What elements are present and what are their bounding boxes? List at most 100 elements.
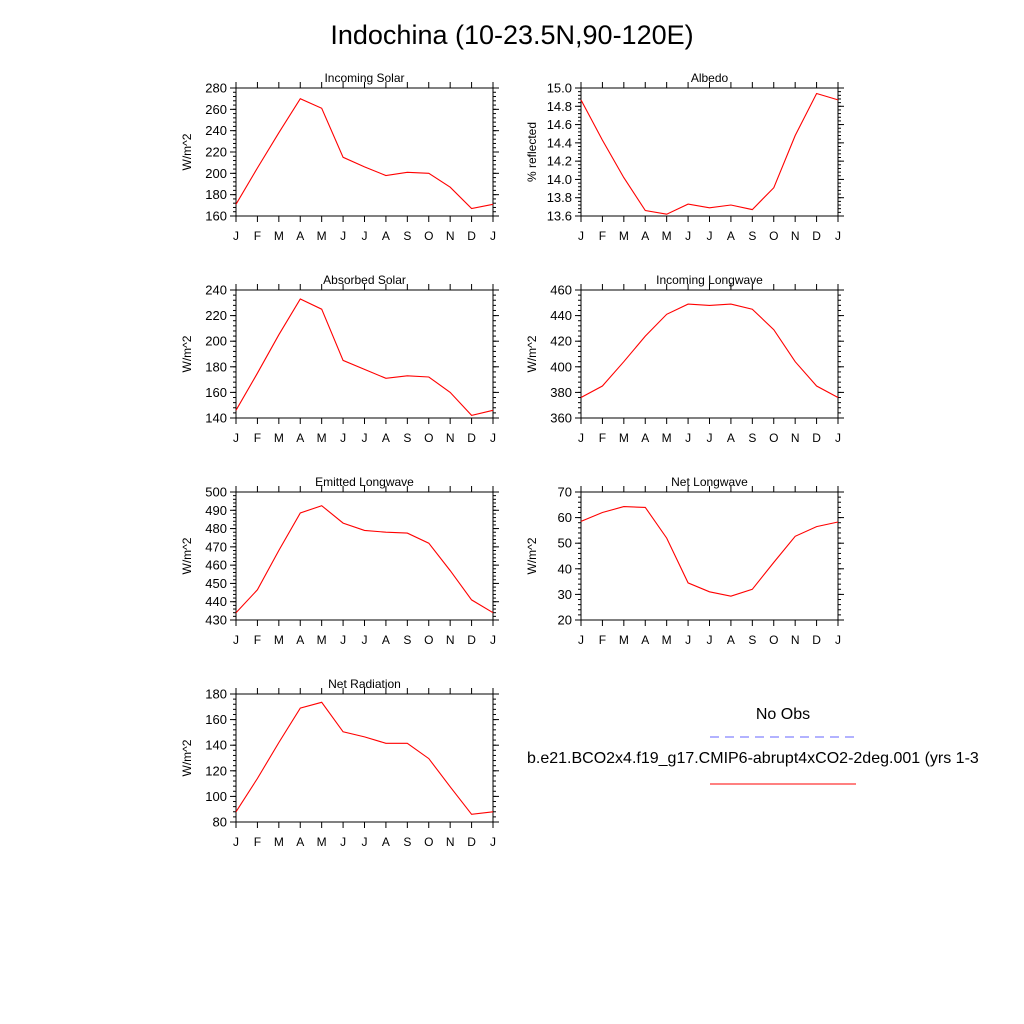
x-tick-label: A (727, 431, 735, 445)
y-tick-label: 14.0 (547, 172, 572, 187)
panel-title: Net Radiation (328, 677, 401, 691)
x-tick-label: A (641, 633, 649, 647)
y-tick-label: 280 (205, 81, 227, 96)
x-tick-label: J (707, 431, 713, 445)
x-tick-label: J (362, 633, 368, 647)
x-tick-label: M (619, 633, 629, 647)
y-axis-label: W/m^2 (180, 133, 194, 170)
series-line (235, 298, 494, 417)
series-line (235, 505, 494, 614)
y-axis-label: W/m^2 (180, 335, 194, 372)
series-line (235, 701, 494, 815)
x-tick-label: A (382, 633, 390, 647)
panel-title: Incoming Longwave (656, 273, 763, 287)
x-tick-label: A (382, 229, 390, 243)
x-tick-label: J (490, 431, 496, 445)
panel-title: Emitted Longwave (315, 475, 414, 489)
y-tick-label: 460 (550, 283, 572, 298)
x-tick-label: S (403, 835, 411, 849)
plot-frame (580, 491, 839, 621)
y-tick-label: 360 (550, 411, 572, 426)
y-tick-label: 500 (205, 485, 227, 500)
x-tick-label: N (446, 229, 455, 243)
x-tick-label: S (748, 633, 756, 647)
x-tick-label: D (467, 431, 476, 445)
y-tick-label: 180 (205, 187, 227, 202)
y-tick-label: 140 (205, 738, 227, 753)
y-tick-label: 15.0 (547, 81, 572, 96)
x-tick-label: D (812, 633, 821, 647)
x-tick-label: M (317, 633, 327, 647)
y-tick-label: 470 (205, 539, 227, 554)
x-tick-label: M (274, 229, 284, 243)
x-tick-label: J (578, 229, 584, 243)
y-tick-label: 440 (205, 594, 227, 609)
y-tick-label: 240 (205, 123, 227, 138)
x-tick-label: O (424, 633, 433, 647)
plot-frame (235, 693, 494, 823)
x-tick-label: N (446, 633, 455, 647)
panel-emitted-longwave: Emitted Longwave W/m^2 430 440 450 460 470 480 4… (180, 475, 499, 647)
plot-frame (580, 87, 839, 217)
x-tick-label: D (467, 633, 476, 647)
x-tick-label: N (791, 633, 800, 647)
y-tick-label: 240 (205, 283, 227, 298)
y-tick-label: 14.8 (547, 99, 572, 114)
y-tick-label: 50 (558, 536, 572, 551)
x-tick-label: N (446, 835, 455, 849)
x-tick-label: S (748, 229, 756, 243)
series-line (235, 98, 494, 210)
x-tick-label: A (296, 229, 304, 243)
x-tick-label: D (467, 835, 476, 849)
x-tick-label: S (403, 633, 411, 647)
x-tick-label: A (641, 431, 649, 445)
series-line (580, 506, 839, 597)
x-tick-label: J (835, 229, 841, 243)
x-tick-label: J (340, 633, 346, 647)
x-tick-label: M (662, 633, 672, 647)
y-tick-label: 70 (558, 485, 572, 500)
x-tick-label: A (727, 229, 735, 243)
x-tick-label: J (685, 229, 691, 243)
y-tick-label: 380 (550, 385, 572, 400)
x-tick-label: F (599, 229, 606, 243)
x-tick-label: M (274, 835, 284, 849)
y-tick-label: 30 (558, 587, 572, 602)
x-tick-label: O (769, 633, 778, 647)
x-tick-label: D (812, 431, 821, 445)
x-tick-label: A (296, 633, 304, 647)
plot-frame (235, 289, 494, 419)
panel-title: Albedo (691, 71, 729, 85)
x-tick-label: O (769, 229, 778, 243)
legend-entry-no-obs: No Obs (755, 706, 811, 723)
x-tick-label: J (835, 431, 841, 445)
y-tick-label: 430 (205, 613, 227, 628)
y-tick-label: 14.4 (547, 135, 572, 150)
y-tick-label: 120 (205, 763, 227, 778)
plot-frame (580, 289, 839, 419)
y-tick-label: 160 (205, 712, 227, 727)
y-tick-label: 60 (558, 510, 572, 525)
y-tick-label: 480 (205, 521, 227, 536)
y-tick-label: 440 (550, 308, 572, 323)
y-axis-label: % reflected (525, 122, 539, 182)
x-tick-label: J (685, 431, 691, 445)
x-tick-label: J (362, 431, 368, 445)
x-tick-label: M (317, 431, 327, 445)
x-tick-label: J (233, 835, 239, 849)
y-tick-label: 490 (205, 503, 227, 518)
y-tick-label: 420 (550, 334, 572, 349)
x-tick-label: M (619, 431, 629, 445)
x-tick-label: O (424, 835, 433, 849)
x-tick-label: N (446, 431, 455, 445)
x-tick-label: O (424, 229, 433, 243)
y-tick-label: 200 (205, 334, 227, 349)
y-tick-label: 140 (205, 411, 227, 426)
x-tick-label: F (254, 229, 261, 243)
x-tick-label: O (769, 431, 778, 445)
x-tick-label: A (727, 633, 735, 647)
y-tick-label: 14.2 (547, 154, 572, 169)
y-axis-label: W/m^2 (180, 739, 194, 776)
